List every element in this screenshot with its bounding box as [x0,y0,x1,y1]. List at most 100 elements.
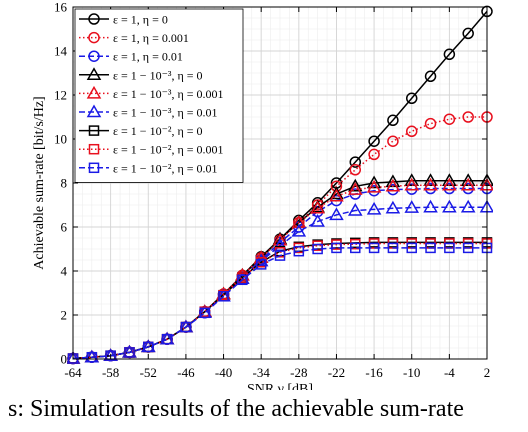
legend-marker [86,67,102,81]
x-tick-label: -58 [102,365,119,380]
data-point [349,156,362,168]
data-point [366,175,382,189]
legend-label: ε = 1, η = 0.001 [113,31,189,45]
data-point [424,70,437,83]
data-point [274,250,286,261]
data-point [405,125,418,138]
data-point [331,242,342,254]
series-9 [67,242,493,364]
y-tick-label: 2 [61,308,68,323]
data-point [366,179,382,193]
legend-marker [88,162,100,174]
y-tick-label: 12 [54,88,67,103]
data-point [329,207,344,221]
data-point [310,213,325,227]
data-point [442,177,457,191]
ticks: -64 -58 -52 -46 -40 -34 -28 -22 -16 -10 -4 2 0 2 4 6 8 10… [54,0,490,380]
series-line [72,206,487,360]
data-point [460,177,476,191]
data-point [105,350,116,361]
x-tick-label: 2 [484,365,491,380]
data-point [404,177,420,191]
chart: -64 -58 -52 -46 -40 -34 -28 -22 -16 -10 -4 2 0 2 4 6 8 10… [32,0,493,397]
data-point [404,200,420,213]
data-point [443,113,456,125]
data-point [237,274,248,286]
legend-marker [86,104,102,118]
chart-svg: -64 -58 -52 -46 -40 -34 -28 -22 -16 -10 -4 2 0 2 4 6 8 10… [32,0,493,397]
legend: ε = 1, η = 0 ε = 1, η = 0.001 ε = 1, η = 0… [74,8,244,183]
data-point [86,351,98,363]
data-point [329,186,344,200]
data-point [218,291,229,302]
data-point [291,215,307,228]
legend-marker [88,50,100,62]
series-line [72,247,487,360]
data-point [310,200,325,214]
legend-marker [88,31,100,44]
data-point [329,188,344,202]
y-tick-label: 4 [61,264,68,279]
data-point [349,164,362,176]
x-tick-label: -40 [215,365,232,380]
y-tick-label: 8 [61,176,68,191]
data-point [180,321,192,333]
data-point [405,92,418,105]
x-tick-label: -64 [64,365,82,380]
data-point [442,199,457,213]
data-point [387,135,399,147]
data-point [385,178,401,192]
data-point [462,242,474,254]
data-point [423,177,438,191]
legend-marker [88,125,100,136]
legend-label: ε = 1 − 10⁻³, η = 0.001 [113,87,224,101]
data-point [425,242,436,254]
data-point [404,173,420,187]
data-point [406,242,417,254]
legend-marker [86,85,102,99]
data-point [462,27,474,40]
data-point [161,333,173,345]
legend-marker [88,13,100,25]
data-point [444,242,455,254]
x-axis-label: SNR γ [dB] [247,382,313,390]
data-point [368,148,380,161]
data-point [423,173,438,187]
data-point [350,242,361,254]
x-tick-label: -22 [328,365,345,380]
data-point [347,178,363,192]
y-axis-label: Achievable sum-rate [bit/s/Hz] [32,96,47,269]
data-point [366,201,382,215]
data-point [293,245,305,257]
data-point [347,182,363,195]
y-tick-label: 0 [61,352,68,367]
legend-label: ε = 1, η = 0.01 [113,50,183,64]
data-point [423,199,438,213]
x-tick-label: -28 [290,365,307,380]
data-point [424,117,437,130]
legend-label: ε = 1 − 10⁻³, η = 0 [113,68,203,82]
y-tick-label: 10 [54,132,67,147]
data-point [291,223,307,237]
legend-label: ε = 1, η = 0 [113,13,168,27]
data-point [272,232,288,246]
legend-label: ε = 1 − 10⁻², η = 0.001 [113,143,224,157]
y-tick-label: 16 [54,0,68,15]
data-point [255,259,267,270]
data-point [368,242,380,254]
data-point [387,242,399,254]
x-tick-label: -46 [177,365,195,380]
data-point [199,307,210,319]
data-point [312,243,323,255]
data-point [368,135,380,147]
y-tick-label: 14 [54,44,68,59]
data-point [347,202,363,216]
legend-marker [88,143,100,155]
data-point [385,200,401,214]
data-point [235,271,250,284]
x-tick-label: -16 [365,365,383,380]
data-point [460,199,476,213]
legend-label: ε = 1 − 10⁻², η = 0.01 [113,161,218,175]
legend-label: ε = 1 − 10⁻³, η = 0.01 [113,106,218,120]
x-tick-label: -10 [403,365,420,380]
